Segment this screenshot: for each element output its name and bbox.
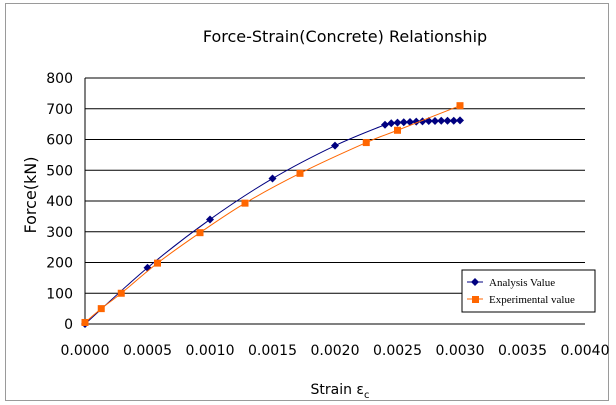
x-tick-label: 0.0030 [436,343,485,359]
data-point-experimental [456,102,464,110]
legend-experimental-marker [472,296,479,303]
x-tick-label: 0.0010 [186,343,235,359]
y-axis-label: Force(kN) [21,156,40,233]
data-point-experimental [81,318,89,326]
data-point-analysis [443,116,452,125]
data-point-analysis [456,116,464,125]
x-tick-label: 0.0005 [123,343,172,359]
data-point-experimental [296,169,304,177]
data-point-experimental [394,126,401,134]
data-point-analysis [331,141,339,150]
data-point-experimental [97,305,105,313]
data-point-experimental [241,199,249,207]
legend-analysis-marker [471,278,479,286]
x-tick-label: 0.0015 [248,343,297,359]
legend-analysis-label: Analysis Value [489,277,555,289]
y-tick-label: 800 [46,71,73,87]
data-point-analysis [268,174,277,183]
data-point-analysis [206,215,214,224]
chart-title: Force-Strain(Concrete) Relationship [203,27,487,46]
data-point-analysis [387,119,396,128]
data-point-analysis [431,117,439,126]
y-tick-label: 500 [46,163,73,179]
y-tick-label: 0 [64,317,73,333]
series-group [81,102,464,328]
chart-frame [5,3,609,401]
axes [84,78,585,325]
data-point-experimental [196,229,204,237]
x-axis-label-sub: c [364,390,370,401]
x-tick-labels: 0.0000 0.0005 0.0010 0.0015 0.0020 0.0025 0.00… [61,343,610,359]
data-point-analysis [393,118,402,127]
x-tick-label: 0.0035 [498,343,547,359]
data-point-analysis [381,120,389,129]
data-point-analysis [437,116,446,125]
y-tick-label: 200 [46,256,73,272]
x-tick-label: 0.0000 [61,343,110,359]
y-tick-label: 600 [46,133,73,149]
x-axis-label-main: Strain ε [311,382,365,398]
series-line-1 [84,105,461,323]
y-tick-label: 700 [46,102,73,118]
x-tick-label: 0.0025 [373,343,422,359]
x-tick-label: 0.0040 [561,343,610,359]
data-point-analysis [399,118,408,127]
y-tick-label: 300 [46,225,73,241]
data-point-analysis [406,117,414,126]
x-axis-label: Strain εc [311,382,370,401]
y-tick-labels: 0 100 200 300 400 500 600 700 800 [46,71,73,333]
data-point-experimental [362,139,370,147]
legend: Analysis Value Experimental value [461,269,596,313]
x-tick-label: 0.0020 [311,343,360,359]
data-point-experimental [117,289,125,297]
y-tick-label: 100 [46,286,73,302]
y-tick-label: 400 [46,194,73,210]
legend-experimental-label: Experimental value [489,294,575,306]
legend-box [461,269,596,313]
data-point-analysis [449,116,458,125]
data-point-experimental [154,259,161,267]
